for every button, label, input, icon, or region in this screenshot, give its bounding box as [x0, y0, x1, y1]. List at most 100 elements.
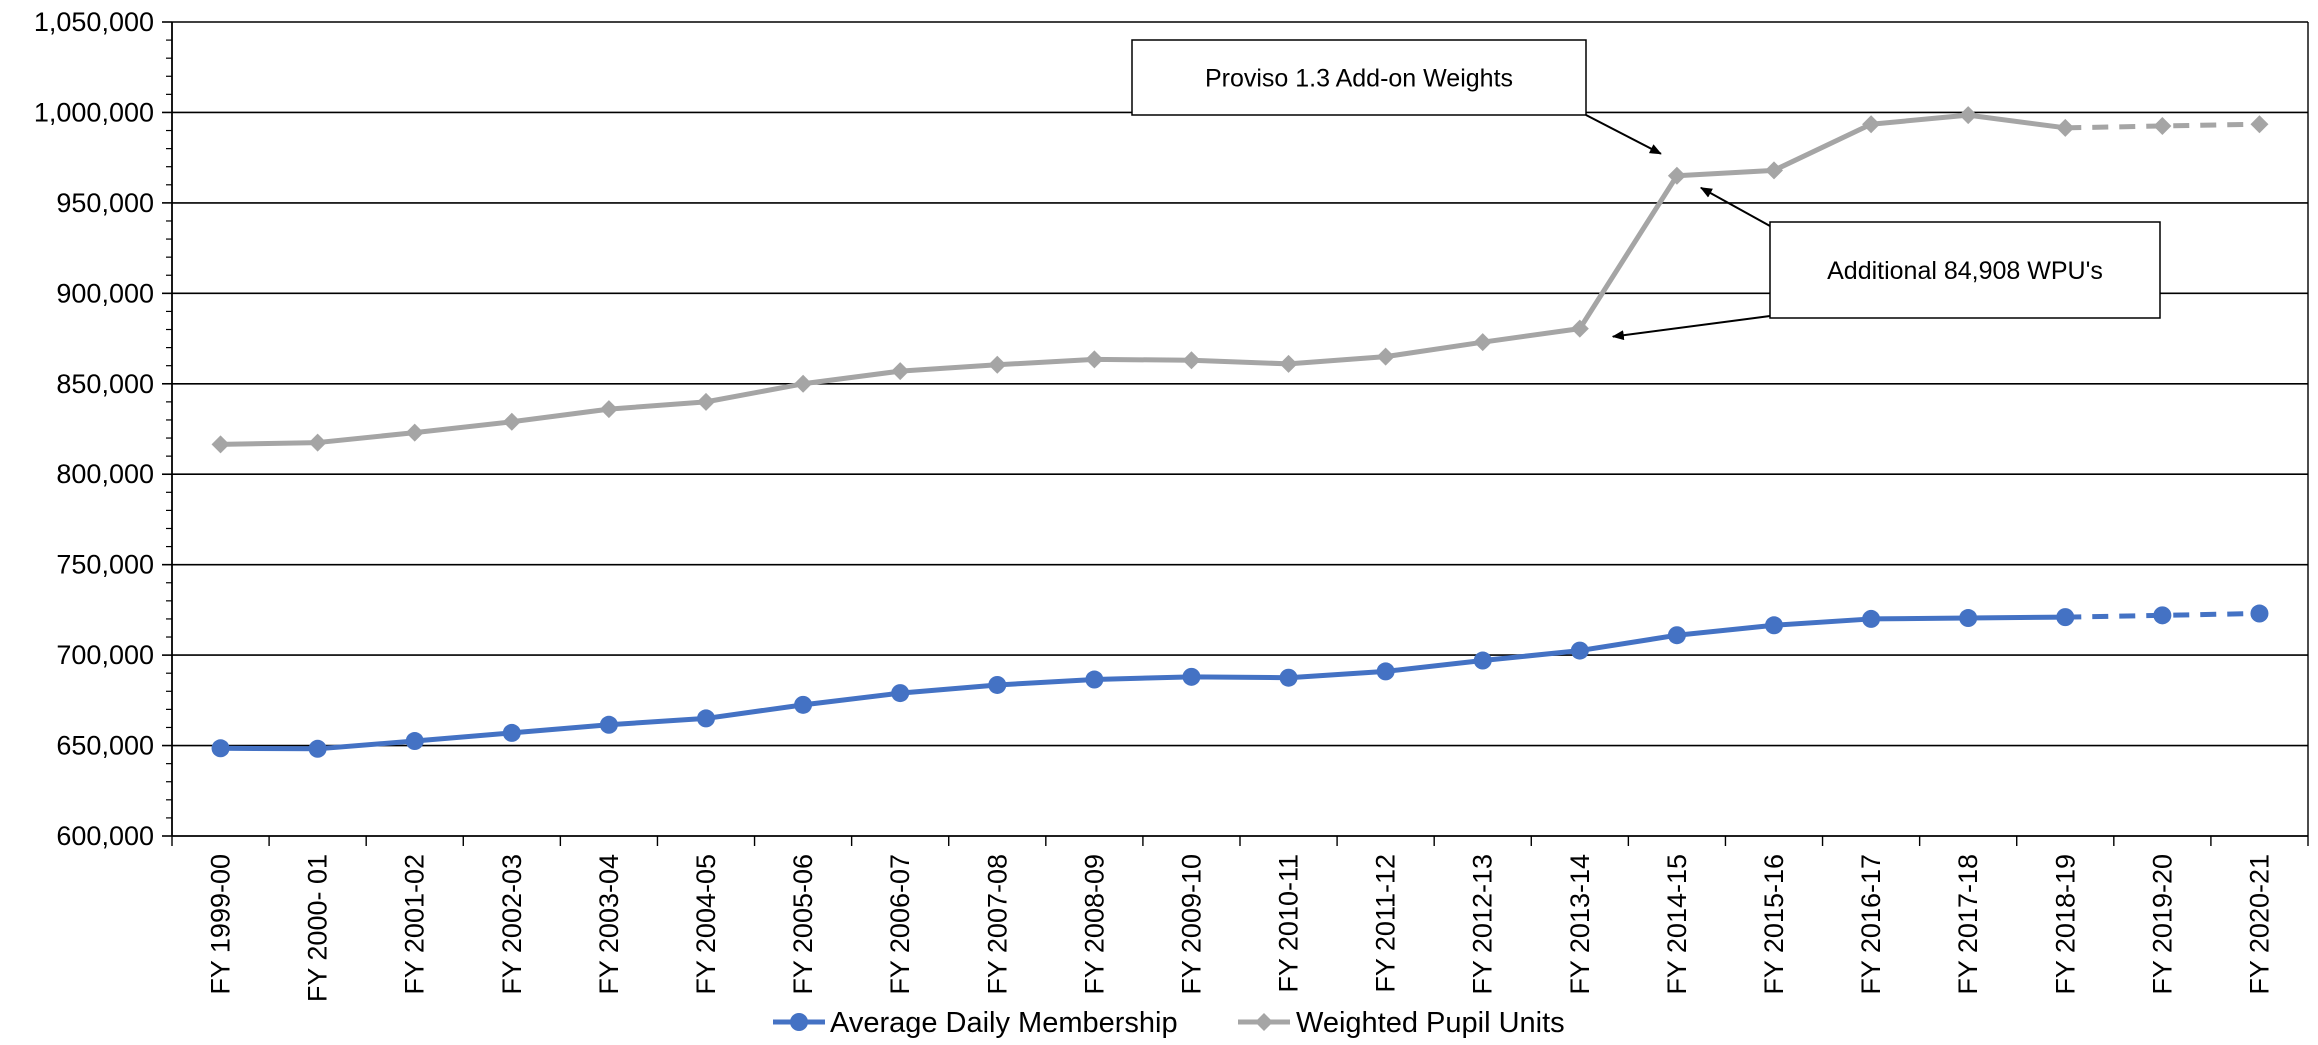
data-point [1959, 106, 1978, 125]
series-weighted-pupil-units [211, 106, 2269, 454]
legend: Average Daily Membership Weighted Pupil U… [773, 1007, 1565, 1039]
y-tick-label: 600,000 [56, 821, 154, 851]
data-point [405, 732, 424, 751]
annotation-text: Additional 84,908 WPU's [1827, 257, 2103, 285]
x-tick-label: FY 2007-08 [982, 854, 1012, 995]
data-point [1376, 347, 1395, 366]
y-tick-label: 1,050,000 [34, 7, 154, 37]
data-point [1182, 667, 1201, 686]
series-line [220, 614, 2066, 752]
data-point [2250, 115, 2269, 134]
x-tick-label: FY 1999-00 [206, 854, 236, 995]
series-line [220, 112, 2066, 447]
data-point [1279, 354, 1298, 373]
x-tick-label: FY 2014-15 [1662, 854, 1692, 995]
x-tick-label: FY 2015-16 [1759, 854, 1789, 995]
data-point [794, 374, 813, 393]
data-point [1667, 166, 1686, 185]
data-point [2056, 608, 2075, 627]
x-tick-label: FY 2002-03 [497, 854, 527, 995]
data-point [1765, 616, 1783, 635]
legend-label: Weighted Pupil Units [1296, 1007, 1565, 1039]
x-tick-label: FY 2009-10 [1176, 854, 1206, 995]
data-point [2153, 606, 2172, 625]
data-point [1667, 626, 1686, 645]
data-point [1473, 333, 1492, 352]
x-tick-label: FY 2019-20 [2147, 854, 2177, 995]
data-point [1279, 668, 1298, 687]
data-point [405, 423, 424, 442]
x-tick-label: FY 2004-05 [691, 854, 721, 995]
annotation-box [1131, 39, 1587, 116]
x-tick-label: FY 2020-21 [2244, 854, 2274, 995]
x-tick-label: FY 2001-02 [400, 854, 430, 995]
series-layer [211, 106, 2269, 758]
data-point [308, 433, 327, 452]
data-point [697, 709, 715, 728]
data-point [1473, 651, 1492, 670]
data-point [988, 675, 1007, 694]
x-tick-label: FY 2000- 01 [303, 854, 333, 1002]
legend-label: Average Daily Membership [830, 1007, 1178, 1039]
legend-item: Weighted Pupil Units [1238, 1007, 1565, 1039]
gridlines [172, 21, 2308, 747]
legend-marker [790, 1013, 808, 1031]
data-point [1570, 319, 1589, 338]
y-tick-label: 1,000,000 [34, 97, 154, 127]
annotation-arrow [1585, 114, 1662, 155]
x-tick-label: FY 2008-09 [1079, 854, 1109, 995]
data-point [211, 739, 230, 758]
y-tick-label: 900,000 [56, 278, 154, 308]
data-point [988, 355, 1007, 374]
y-tick-label: 700,000 [56, 640, 154, 670]
axes: 600,000 650,000 700,000 750,000 800,000 850,0… [34, 7, 2309, 1002]
series-line-projected [2065, 611, 2260, 620]
data-point [891, 684, 910, 703]
data-point [1085, 670, 1104, 689]
data-point [599, 400, 618, 419]
data-point [794, 695, 813, 714]
data-point [1376, 662, 1395, 681]
x-tick-label: FY 2016-17 [1856, 854, 1886, 995]
x-tick-label: FY 2010-11 [1274, 854, 1304, 993]
x-tick-label: FY 2003-04 [594, 854, 624, 995]
x-tick-label: FY 2012-13 [1468, 854, 1498, 995]
data-point [2153, 117, 2172, 136]
annotation-box [1769, 221, 2161, 319]
y-tick-label: 850,000 [56, 369, 154, 399]
data-point [1182, 351, 1201, 370]
data-point [1765, 161, 1783, 180]
data-point [599, 715, 618, 734]
data-point [211, 435, 230, 454]
x-tick-label: FY 2005-06 [788, 854, 818, 995]
legend-item: Average Daily Membership [773, 1007, 1178, 1039]
x-tick-label: FY 2011-12 [1371, 854, 1401, 993]
legend-marker [1255, 1013, 1273, 1031]
data-point [1862, 609, 1881, 628]
data-point [1959, 609, 1978, 628]
data-point [1862, 115, 1881, 134]
series-line-projected [2065, 121, 2260, 131]
data-point [1085, 350, 1104, 369]
y-tick-label: 750,000 [56, 550, 154, 580]
annotations: Proviso 1.3 Add-on Weights Additional 84,… [1131, 39, 2161, 341]
data-point [308, 739, 327, 758]
data-point [1570, 641, 1589, 660]
annotation-text: Proviso 1.3 Add-on Weights [1205, 65, 1513, 93]
x-tick-label: FY 2013-14 [1565, 854, 1595, 995]
x-tick-label: FY 2018-19 [2050, 854, 2080, 995]
data-point [2250, 604, 2269, 623]
y-tick-label: 650,000 [56, 731, 154, 761]
y-tick-label: 950,000 [56, 188, 154, 218]
annotation-arrow [1611, 315, 1771, 341]
data-point [502, 723, 521, 742]
data-point [2056, 118, 2075, 137]
x-tick-label: FY 2006-07 [885, 854, 915, 995]
x-tick-label: FY 2017-18 [1953, 854, 1983, 995]
annotation-arrow [1700, 186, 1771, 227]
series-average-daily-membership [211, 604, 2269, 758]
y-tick-label: 800,000 [56, 459, 154, 489]
data-point [891, 362, 910, 381]
data-point [697, 392, 715, 411]
